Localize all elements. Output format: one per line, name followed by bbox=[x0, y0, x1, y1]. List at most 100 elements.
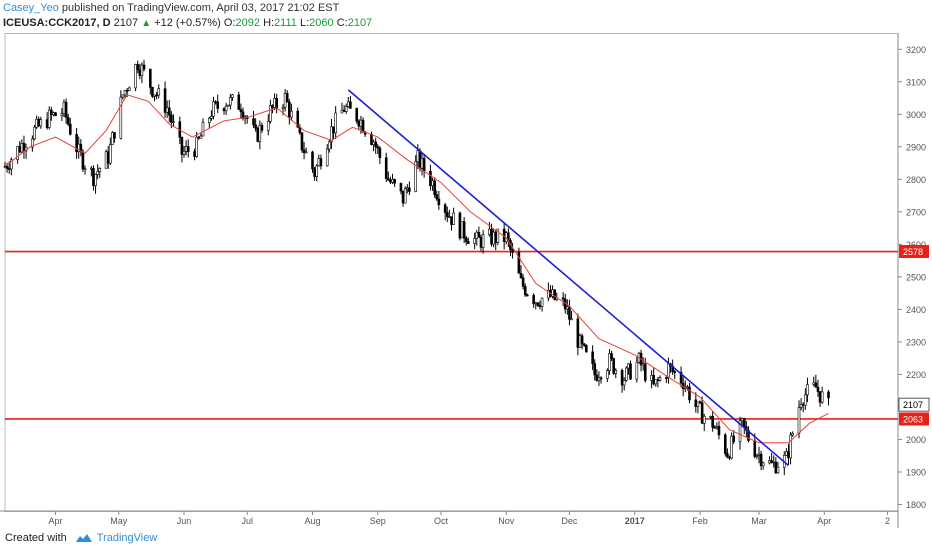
candle-body bbox=[494, 231, 498, 244]
candle-body bbox=[536, 302, 540, 306]
candle-body bbox=[81, 151, 85, 170]
candle-body bbox=[52, 112, 55, 115]
candle-body bbox=[378, 147, 382, 159]
candle-body bbox=[195, 136, 198, 157]
candle-body bbox=[629, 363, 632, 380]
candle-body bbox=[443, 204, 447, 213]
candle-body bbox=[429, 170, 432, 187]
x-tick-label: Oct bbox=[434, 516, 449, 526]
candle-body bbox=[5, 166, 9, 169]
candle-body bbox=[696, 401, 700, 407]
candle-body bbox=[597, 377, 601, 381]
price-chart[interactable]: 1800190020002100220023002400250026002700… bbox=[0, 33, 932, 529]
open-label: O: bbox=[223, 17, 236, 29]
candle-body bbox=[283, 92, 287, 108]
candle-body bbox=[332, 126, 335, 134]
candle-body bbox=[237, 94, 241, 110]
level-badge bbox=[899, 412, 929, 426]
candle-body bbox=[172, 121, 175, 123]
candle-body bbox=[643, 363, 647, 381]
candle-body bbox=[18, 146, 22, 153]
candle-body bbox=[797, 407, 801, 434]
candle-body bbox=[359, 119, 363, 127]
candle-body bbox=[753, 440, 757, 457]
author-link[interactable]: Casey_Yeo bbox=[3, 2, 59, 14]
open-value: 2092 bbox=[235, 17, 260, 29]
candle-body bbox=[450, 216, 453, 225]
candle-body bbox=[540, 297, 544, 307]
candle-body bbox=[229, 97, 232, 106]
candle-body bbox=[317, 158, 321, 167]
candle-body bbox=[66, 116, 70, 125]
y-tick-label: 2200 bbox=[906, 370, 926, 380]
footer: Created with TradingView bbox=[5, 531, 157, 545]
candle-body bbox=[47, 109, 51, 128]
tradingview-brand[interactable]: TradingView bbox=[96, 532, 158, 544]
last-price: 2107 bbox=[113, 17, 139, 29]
candle-body bbox=[656, 379, 660, 381]
candle-body bbox=[387, 178, 390, 181]
candle-body bbox=[738, 420, 742, 443]
candle-body bbox=[418, 150, 422, 169]
candle-body bbox=[214, 101, 217, 103]
candle-body bbox=[60, 113, 64, 117]
candle-body bbox=[226, 104, 230, 107]
candle-body bbox=[361, 119, 365, 133]
symbol-label: ICEUSA:CCK2017, D bbox=[3, 17, 111, 29]
last-price-badge-label: 2107 bbox=[903, 400, 923, 410]
candle-body bbox=[511, 249, 514, 253]
candle-body bbox=[420, 158, 424, 169]
candle-body bbox=[650, 375, 653, 381]
candle-body bbox=[452, 212, 455, 225]
candle-body bbox=[519, 272, 523, 279]
candle-body bbox=[288, 101, 291, 118]
candle-body bbox=[54, 112, 57, 117]
candle-body bbox=[149, 68, 152, 88]
candle-body bbox=[740, 418, 744, 421]
candle-body bbox=[224, 105, 228, 112]
x-tick-label: Apr bbox=[49, 516, 63, 526]
candle-body bbox=[473, 238, 476, 244]
candle-body bbox=[593, 363, 597, 376]
candle-body bbox=[717, 426, 721, 436]
y-tick-label: 2900 bbox=[906, 142, 926, 152]
candle-body bbox=[319, 158, 323, 167]
candle-body bbox=[481, 234, 485, 248]
x-tick-label: Nov bbox=[498, 516, 515, 526]
candle-body bbox=[460, 221, 464, 239]
candle-body bbox=[269, 105, 272, 122]
candle-body bbox=[728, 456, 731, 459]
y-tick-label: 2600 bbox=[906, 240, 926, 250]
candle-body bbox=[155, 94, 158, 97]
candle-body bbox=[804, 394, 807, 406]
candle-body bbox=[256, 128, 260, 142]
level-badge-label: 2063 bbox=[903, 414, 923, 424]
candle-body bbox=[820, 391, 824, 403]
candle-body bbox=[349, 101, 352, 109]
candle-body bbox=[325, 148, 329, 167]
candle-body bbox=[266, 121, 270, 131]
candle-body bbox=[83, 168, 87, 170]
candle-body bbox=[523, 286, 527, 296]
x-tick-label: Mar bbox=[751, 516, 767, 526]
candle-body bbox=[582, 343, 586, 346]
candle-body bbox=[16, 146, 19, 160]
up-arrow-icon: ▲ bbox=[141, 18, 152, 29]
x-tick-label: Dec bbox=[561, 516, 578, 526]
x-tick-label: 2017 bbox=[625, 516, 645, 526]
candle-body bbox=[658, 377, 662, 381]
candle-body bbox=[222, 108, 226, 112]
candle-body bbox=[755, 455, 759, 457]
candle-body bbox=[730, 435, 733, 459]
level-badge bbox=[899, 245, 929, 259]
candle-body bbox=[614, 370, 618, 374]
candle-body bbox=[620, 370, 624, 386]
candle-body bbox=[496, 228, 500, 244]
y-tick-label: 1800 bbox=[906, 500, 926, 510]
candle-body bbox=[92, 167, 95, 186]
candle-body bbox=[231, 94, 234, 98]
candle-body bbox=[610, 353, 613, 359]
candle-body bbox=[827, 391, 830, 399]
candle-body bbox=[622, 380, 626, 386]
candle-body bbox=[467, 241, 470, 244]
